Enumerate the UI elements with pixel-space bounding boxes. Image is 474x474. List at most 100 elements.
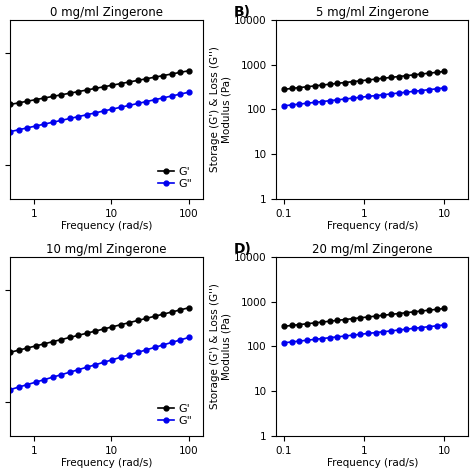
- G': [16, 100, 22, 106]
- G": [327, 335, 333, 340]
- G': [127, 320, 132, 326]
- G": [169, 93, 175, 99]
- Line: G": G": [282, 85, 447, 108]
- G": [50, 119, 56, 125]
- G": [127, 352, 132, 357]
- G": [186, 335, 192, 340]
- G": [169, 339, 175, 345]
- G": [84, 365, 90, 370]
- G': [152, 313, 158, 319]
- G": [152, 345, 158, 350]
- G': [411, 72, 417, 78]
- Title: 10 mg/ml Zingerone: 10 mg/ml Zingerone: [46, 243, 167, 255]
- G': [84, 330, 90, 336]
- G': [350, 316, 356, 321]
- G': [59, 337, 64, 342]
- G": [296, 338, 302, 344]
- G": [25, 125, 30, 131]
- Title: 0 mg/ml Zingerone: 0 mg/ml Zingerone: [50, 6, 163, 18]
- G": [67, 369, 73, 375]
- Title: 20 mg/ml Zingerone: 20 mg/ml Zingerone: [312, 243, 433, 255]
- X-axis label: Frequency (rad/s): Frequency (rad/s): [327, 221, 418, 231]
- G": [152, 97, 158, 102]
- G": [289, 339, 294, 345]
- G": [92, 362, 98, 367]
- G': [342, 80, 348, 85]
- G': [357, 315, 363, 320]
- G": [144, 347, 149, 353]
- G": [296, 101, 302, 107]
- G': [381, 312, 386, 318]
- G": [92, 110, 98, 116]
- G': [434, 307, 439, 312]
- Line: G': G': [8, 68, 191, 107]
- G': [281, 86, 287, 92]
- G": [388, 91, 394, 97]
- G': [118, 81, 124, 86]
- G': [281, 323, 287, 329]
- G": [365, 330, 371, 336]
- Y-axis label: Storage (G') & Loss (G'')
Modulus (Pa): Storage (G') & Loss (G'') Modulus (Pa): [210, 46, 231, 172]
- G": [342, 96, 348, 102]
- G': [84, 87, 90, 93]
- G': [388, 74, 394, 80]
- G": [161, 342, 166, 348]
- G": [357, 331, 363, 337]
- G': [144, 76, 149, 82]
- G": [381, 92, 386, 98]
- G": [441, 85, 447, 91]
- G": [403, 327, 409, 332]
- G': [101, 326, 107, 332]
- G': [373, 313, 378, 319]
- G": [426, 87, 432, 92]
- G": [403, 90, 409, 95]
- G': [296, 322, 302, 328]
- G": [396, 327, 401, 333]
- G": [342, 333, 348, 339]
- G': [411, 309, 417, 315]
- G': [109, 82, 115, 88]
- G': [67, 335, 73, 340]
- G": [84, 112, 90, 118]
- G": [67, 116, 73, 121]
- G": [289, 102, 294, 108]
- G": [42, 377, 47, 383]
- G': [67, 91, 73, 96]
- Title: 5 mg/ml Zingerone: 5 mg/ml Zingerone: [316, 6, 429, 18]
- G": [42, 121, 47, 127]
- G': [42, 95, 47, 101]
- G": [335, 334, 340, 340]
- G': [50, 339, 56, 345]
- G': [441, 69, 447, 74]
- Text: B): B): [234, 5, 251, 19]
- G": [312, 100, 318, 105]
- G': [327, 82, 333, 87]
- G': [419, 71, 424, 77]
- G": [350, 95, 356, 101]
- G": [144, 99, 149, 104]
- X-axis label: Frequency (rad/s): Frequency (rad/s): [61, 458, 152, 468]
- G': [161, 73, 166, 78]
- G': [50, 93, 56, 99]
- G": [335, 97, 340, 103]
- G': [388, 311, 394, 317]
- G": [396, 90, 401, 96]
- G': [92, 328, 98, 334]
- G': [8, 101, 13, 107]
- G': [373, 76, 378, 82]
- G': [135, 78, 141, 83]
- G': [42, 341, 47, 346]
- G': [304, 321, 310, 327]
- G': [178, 307, 183, 313]
- Line: G': G': [8, 305, 191, 355]
- G": [319, 99, 325, 104]
- G": [16, 127, 22, 133]
- G": [281, 103, 287, 109]
- G': [178, 70, 183, 75]
- G": [101, 108, 107, 114]
- G': [426, 70, 432, 76]
- G': [396, 311, 401, 317]
- G': [335, 81, 340, 86]
- G': [101, 84, 107, 90]
- G": [135, 349, 141, 355]
